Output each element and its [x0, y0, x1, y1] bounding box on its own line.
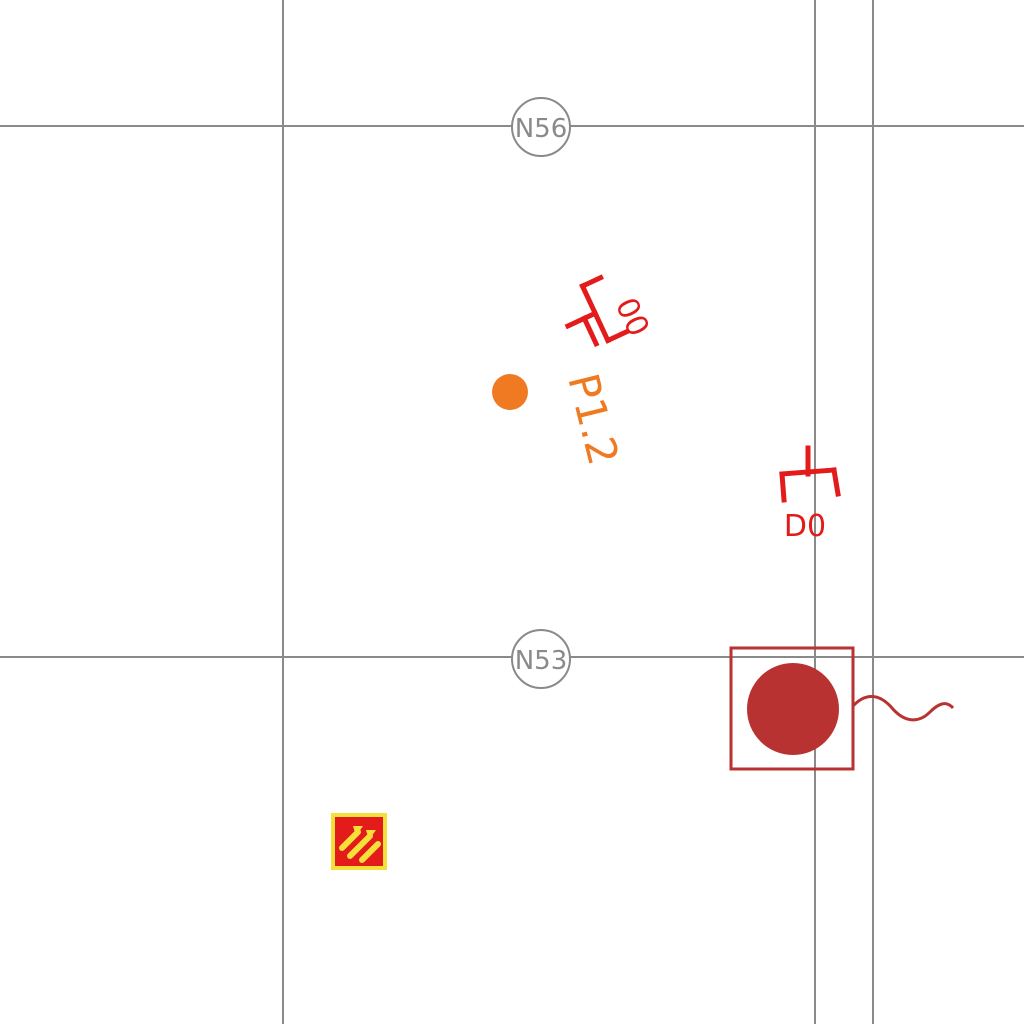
pole-label: P1.2	[558, 369, 628, 470]
fuse-symbol-icon	[564, 274, 630, 348]
pole-dot-icon	[492, 374, 528, 410]
transformer-marker[interactable]	[729, 646, 955, 771]
transformer-symbol-icon	[729, 646, 955, 771]
node-label: N56	[515, 114, 568, 144]
device-label: D0	[784, 509, 826, 544]
node-circle-icon	[511, 629, 571, 689]
fuse-symbol-icon	[779, 445, 841, 503]
device-marker-00[interactable]: 00	[555, 265, 656, 360]
pole-marker[interactable]: P1.2	[492, 369, 628, 470]
node-marker-n53[interactable]: N53	[511, 629, 571, 689]
device-marker-d0[interactable]: D0	[779, 445, 841, 544]
node-label: N53	[515, 646, 568, 676]
node-marker-n56[interactable]: N56	[511, 97, 571, 157]
hazard-marker[interactable]	[331, 813, 387, 870]
node-circle-icon	[511, 97, 571, 157]
high-voltage-warning-icon	[331, 813, 387, 870]
